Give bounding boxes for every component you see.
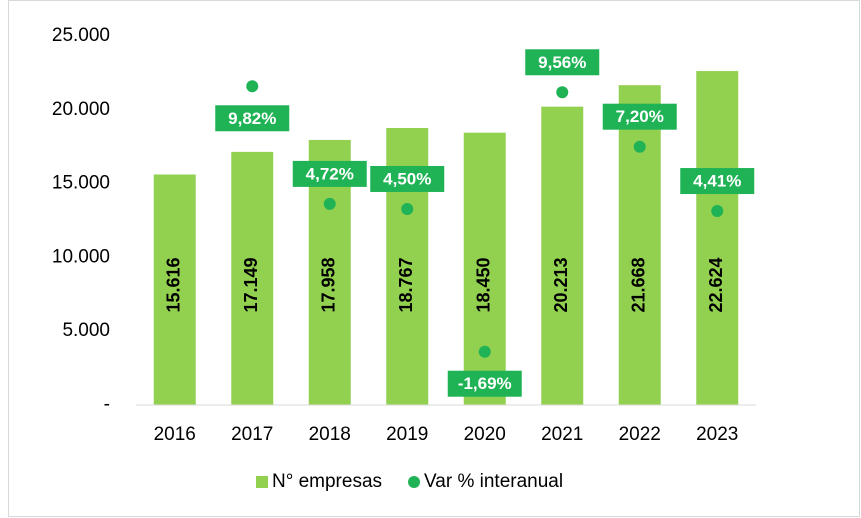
point-value-label: 4,50% bbox=[383, 169, 431, 188]
y-tick-label: - bbox=[104, 394, 110, 415]
legend-swatch bbox=[256, 476, 268, 488]
x-tick-label: 2019 bbox=[386, 424, 428, 445]
point-value-label: 9,56% bbox=[538, 53, 586, 72]
legend-label: N° empresas bbox=[272, 471, 382, 492]
point-label-box bbox=[370, 165, 445, 192]
point-label: 9,56% bbox=[525, 49, 600, 76]
point-label-box bbox=[215, 105, 290, 132]
bar-value-label: 17.149 bbox=[241, 257, 261, 312]
point-value-label: 9,82% bbox=[228, 109, 276, 128]
bar-value-label: 18.450 bbox=[474, 257, 494, 312]
point bbox=[711, 205, 724, 218]
bar-value-label: 20.213 bbox=[551, 257, 571, 312]
bar bbox=[541, 106, 584, 405]
bar bbox=[153, 174, 196, 405]
x-tick-label: 2017 bbox=[231, 424, 273, 445]
point-label-box bbox=[602, 103, 677, 130]
bar-value-label: 18.767 bbox=[396, 257, 416, 312]
bar-value-label: 15.616 bbox=[164, 257, 184, 312]
point-value-label: 7,20% bbox=[616, 107, 664, 126]
y-tick-label: 10.000 bbox=[52, 246, 110, 267]
point-label-box bbox=[292, 160, 367, 187]
point-label: 9,82% bbox=[215, 105, 290, 132]
point-label-box bbox=[680, 168, 755, 195]
legend-swatch bbox=[408, 476, 421, 488]
bar bbox=[231, 151, 274, 405]
x-tick-label: 2018 bbox=[309, 424, 351, 445]
y-tick-label: 15.000 bbox=[52, 173, 110, 194]
y-tick-label: 20.000 bbox=[52, 99, 110, 120]
point-label: 4,41% bbox=[680, 168, 755, 195]
bar-value-label: 21.668 bbox=[629, 257, 649, 312]
x-tick-label: 2022 bbox=[619, 424, 661, 445]
point-value-label: -1,69% bbox=[458, 374, 512, 393]
x-tick-label: 2023 bbox=[696, 424, 738, 445]
x-tick-label: 2021 bbox=[541, 424, 583, 445]
bar-value-label: 17.958 bbox=[319, 257, 339, 312]
bar bbox=[618, 85, 661, 405]
point-value-label: 4,72% bbox=[306, 164, 354, 183]
point bbox=[246, 80, 259, 93]
point-label-box bbox=[447, 370, 522, 397]
point bbox=[401, 202, 414, 215]
point-label: 7,20% bbox=[602, 103, 677, 130]
point-label: -1,69% bbox=[447, 370, 522, 397]
y-tick-label: 25.000 bbox=[52, 25, 110, 46]
point bbox=[633, 140, 646, 153]
bar bbox=[463, 132, 506, 406]
x-tick-label: 2020 bbox=[464, 424, 506, 445]
point bbox=[478, 345, 491, 358]
point-label: 4,72% bbox=[292, 160, 367, 187]
point-label: 4,50% bbox=[370, 165, 445, 192]
y-tick-label: 5.000 bbox=[62, 320, 110, 341]
point bbox=[323, 197, 336, 210]
bar bbox=[696, 71, 739, 405]
point-value-label: 4,41% bbox=[693, 172, 741, 191]
legend-label: Var % interanual bbox=[424, 471, 563, 492]
point-label-box bbox=[525, 49, 600, 76]
bar-value-label: 22.624 bbox=[706, 257, 726, 312]
x-tick-label: 2016 bbox=[154, 424, 196, 445]
point bbox=[556, 86, 569, 99]
